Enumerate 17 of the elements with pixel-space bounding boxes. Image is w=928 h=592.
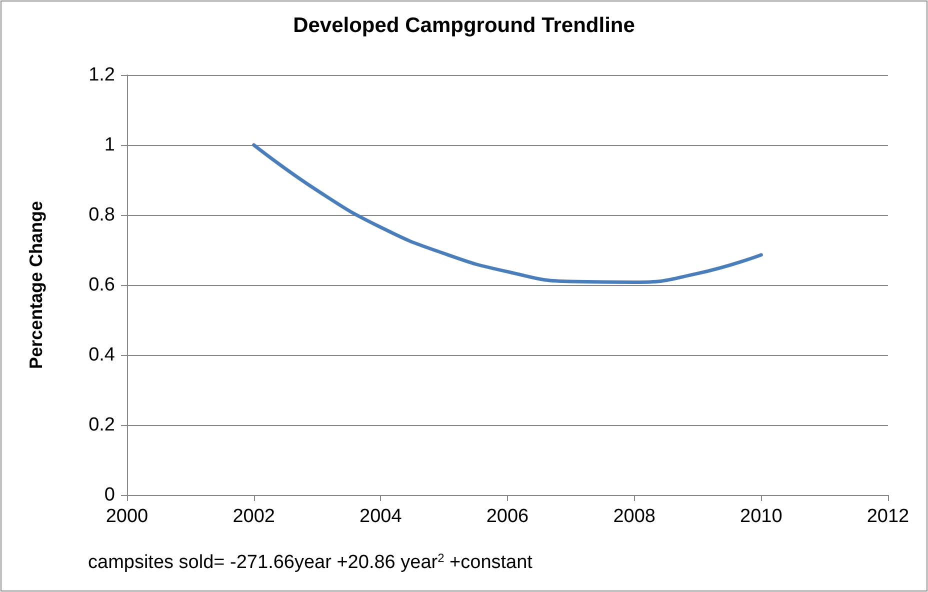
y-tick-label: 1.2 xyxy=(88,64,115,86)
x-tick-label: 2012 xyxy=(866,506,910,527)
y-tick-label: 0.6 xyxy=(88,274,115,296)
x-tick-label: 2006 xyxy=(486,506,529,527)
y-tick-label: 0.4 xyxy=(88,344,116,366)
y-tick-label: 1 xyxy=(104,134,115,156)
x-tick-label: 2008 xyxy=(613,506,656,527)
y-tick-label: 0.2 xyxy=(88,414,115,436)
chart-title: Developed Campground Trendline xyxy=(293,14,635,37)
x-tick-label: 2010 xyxy=(740,506,782,527)
x-tick-label: 2000 xyxy=(106,506,148,527)
y-axis-title: Percentage Change xyxy=(26,200,46,370)
x-tick-label: 2004 xyxy=(360,506,402,527)
y-tick-label: 0.8 xyxy=(88,204,115,226)
x-tick-label: 2002 xyxy=(232,506,275,527)
y-tick-label: 0 xyxy=(104,484,115,506)
line-series xyxy=(252,143,763,284)
